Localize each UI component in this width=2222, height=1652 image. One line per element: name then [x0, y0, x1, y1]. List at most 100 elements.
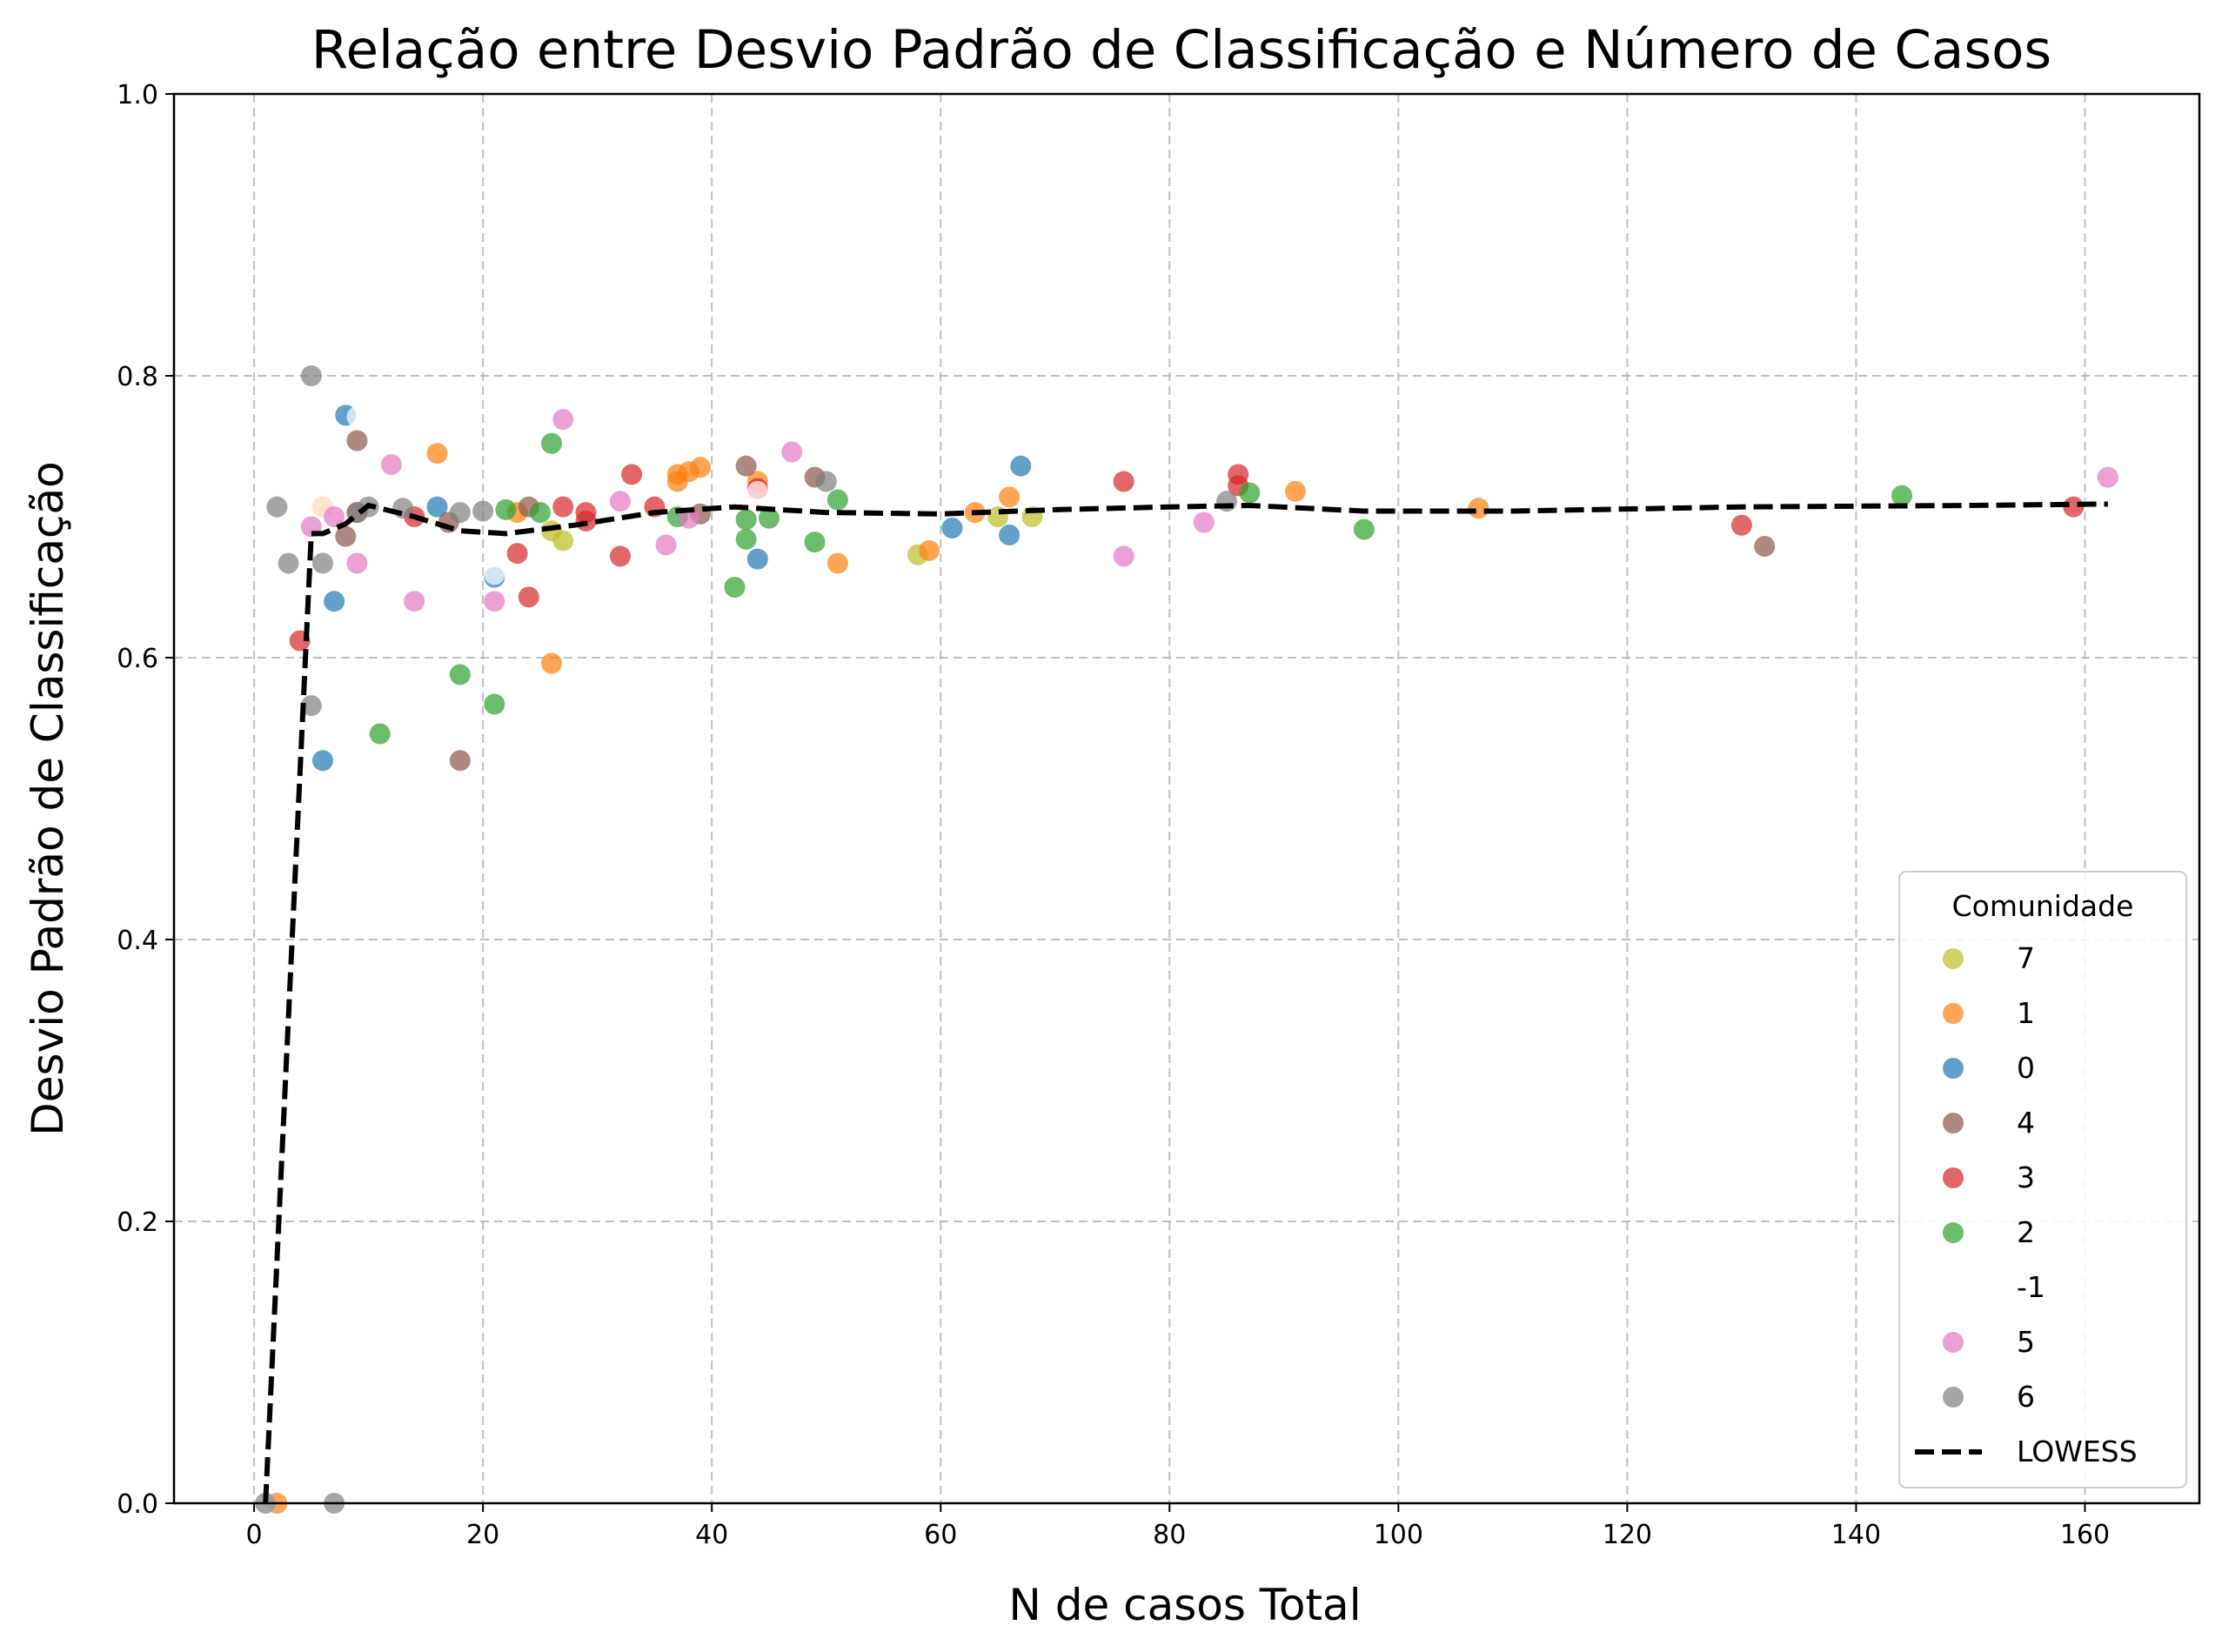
x-tick-label: 120 [1603, 1520, 1652, 1550]
x-tick-label: 20 [466, 1520, 499, 1550]
legend-marker [1943, 1003, 1964, 1024]
x-tick-label: 0 [246, 1520, 263, 1550]
x-tick-label: 40 [695, 1520, 728, 1550]
legend-marker [1943, 1387, 1964, 1408]
data-point-series-4 [449, 750, 471, 772]
data-point-series-0 [999, 525, 1021, 546]
legend-marker [1943, 1332, 1964, 1353]
legend-marker [1943, 1277, 1964, 1298]
data-point-series--1 [484, 564, 505, 585]
y-tick-label: 0.8 [117, 362, 158, 392]
x-axis-title: N de casos Total [1008, 1580, 1361, 1630]
data-point-series-2 [449, 664, 471, 686]
x-tick-label: 80 [1153, 1520, 1186, 1550]
data-point-series-1 [1468, 498, 1489, 519]
data-point-series-5 [346, 552, 368, 574]
legend-label: 5 [2017, 1325, 2035, 1359]
data-point-series-3 [621, 464, 643, 485]
data-point-series-0 [426, 496, 448, 518]
data-point-series-5 [552, 409, 574, 431]
legend-title: Comunidade [1952, 889, 2134, 923]
data-point-series-0 [1010, 455, 1032, 477]
y-axis-title: Desvio Padrão de Classificação [23, 461, 73, 1135]
data-point-series-4 [1754, 536, 1776, 558]
data-point-series-2 [484, 693, 505, 715]
data-point-series-0 [746, 548, 768, 570]
data-point-series-2 [1353, 518, 1375, 540]
y-tick-label: 1.0 [117, 80, 158, 110]
legend-marker [1943, 1058, 1964, 1079]
data-point-series-5 [609, 491, 631, 512]
legend-marker [1943, 948, 1964, 969]
data-point-series--1 [346, 405, 368, 427]
data-point-series-6 [300, 695, 322, 717]
data-point-series-5 [380, 454, 402, 476]
legend-marker [1943, 1113, 1964, 1134]
legend: Comunidade 7 1 0 4 3 2 -1 5 6 LOWESS [1898, 871, 2187, 1488]
data-point-series-2 [369, 723, 391, 745]
data-point-series-2 [735, 509, 757, 531]
data-point-series-4 [735, 455, 757, 477]
data-point-series-2 [1239, 482, 1261, 504]
data-point-series-0 [324, 591, 345, 612]
data-point-series-5 [655, 534, 677, 556]
plot-frame [172, 92, 2201, 1505]
data-point-series-2 [495, 498, 517, 520]
data-point-series-6 [449, 502, 471, 524]
data-point-series-1 [919, 539, 940, 561]
data-point-series-5 [484, 591, 505, 612]
data-point-series-5 [1113, 545, 1134, 567]
lowess-line [263, 501, 2108, 1504]
legend-marker [1943, 1167, 1964, 1188]
data-point-series-3 [1730, 514, 1752, 536]
y-tick-label: 0.6 [117, 644, 158, 674]
data-point-series-6 [300, 365, 322, 386]
data-point-series-4 [346, 430, 368, 451]
data-point-series-2 [724, 577, 746, 598]
y-tick-label: 0.4 [117, 926, 158, 956]
data-point-series-3 [506, 543, 528, 565]
data-point-series-2 [827, 489, 848, 511]
data-point-series-1 [690, 457, 712, 478]
data-point-series-1 [999, 486, 1021, 508]
y-tick-label: 0.0 [117, 1489, 158, 1520]
data-point-series-4 [335, 525, 357, 547]
data-point-series-2 [529, 502, 551, 524]
legend-label: 7 [2017, 941, 2035, 975]
data-point-series-2 [758, 507, 780, 529]
legend-marker [1943, 1222, 1964, 1243]
data-point-series-2 [735, 528, 757, 550]
data-point-series-5 [1193, 512, 1215, 533]
data-point-series-5 [2097, 466, 2118, 488]
data-point-series-5 [404, 591, 425, 612]
data-point-series-6 [472, 500, 494, 522]
data-point-series-1 [426, 443, 448, 465]
data-point-series-3 [2063, 496, 2085, 518]
x-tick-label: 60 [924, 1520, 957, 1550]
data-point-series-0 [941, 517, 963, 538]
legend-label: 0 [2017, 1051, 2035, 1085]
data-point-series-3 [518, 586, 539, 608]
data-point-series-2 [1891, 485, 1913, 506]
legend-label: 1 [2017, 996, 2035, 1030]
legend-box [1898, 871, 2187, 1488]
x-tick-label: 100 [1374, 1520, 1423, 1550]
data-point-series-6 [815, 471, 837, 492]
data-point-series-7 [552, 530, 574, 552]
data-point-series-3 [609, 545, 631, 567]
legend-label: 2 [2017, 1215, 2035, 1249]
legend-label: 6 [2017, 1380, 2035, 1414]
data-point-series-6 [278, 552, 299, 574]
chart-title: Relação entre Desvio Padrão de Classific… [311, 19, 2051, 81]
data-point-series-1 [541, 652, 563, 674]
data-point-series-6 [311, 552, 333, 574]
data-point-series-1 [1284, 480, 1306, 502]
data-point-series-0 [311, 750, 333, 772]
y-tick-label: 0.2 [117, 1207, 158, 1238]
lowess-curve [263, 501, 2108, 1504]
legend-label: 4 [2017, 1106, 2035, 1140]
